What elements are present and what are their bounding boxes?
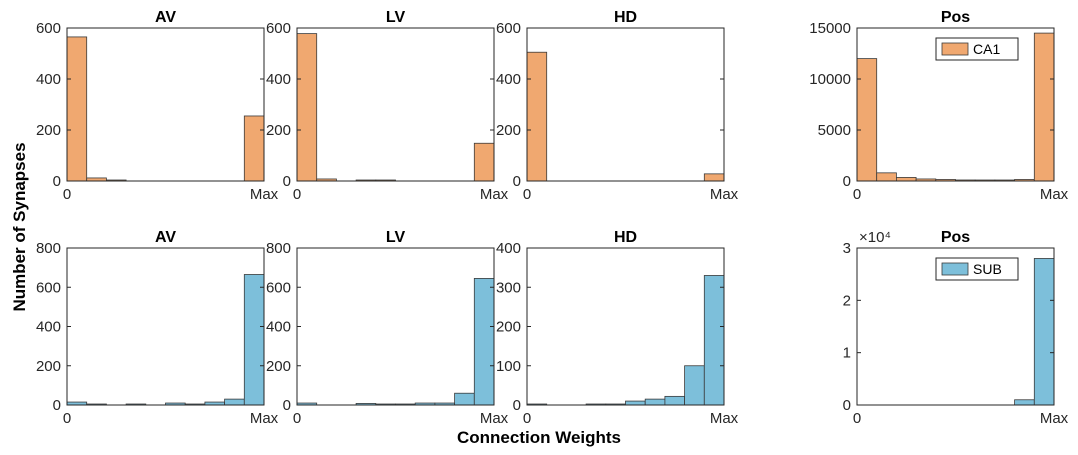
axis-multiplier: ×10⁴ — [859, 229, 891, 246]
panel-frame — [856, 247, 1055, 406]
y-tick-label: 0 — [53, 397, 61, 414]
y-tick-label: 200 — [266, 122, 291, 139]
panel-title: LV — [386, 229, 406, 246]
y-tick-label: 600 — [36, 279, 61, 296]
panel-title: Pos — [941, 9, 970, 26]
histogram-bar — [243, 115, 265, 182]
panel-background — [297, 28, 494, 181]
y-tick-label: 10000 — [809, 71, 851, 88]
y-tick-label: 600 — [36, 20, 61, 37]
panel-title: HD — [614, 9, 637, 26]
y-tick-label: 0 — [513, 397, 521, 414]
x-tick-label: Max — [480, 410, 509, 427]
histogram-bar — [644, 398, 666, 406]
y-tick-label: 800 — [36, 240, 61, 257]
panel-frame — [526, 27, 725, 182]
histogram-bar — [473, 142, 495, 182]
y-tick-label: 300 — [496, 279, 521, 296]
x-tick-label: 0 — [293, 410, 301, 427]
panel-title: LV — [386, 9, 406, 26]
x-tick-label: 0 — [63, 186, 71, 203]
y-tick-label: 1 — [843, 345, 851, 362]
legend-label: CA1 — [973, 41, 1000, 57]
panel-background — [67, 248, 264, 405]
y-tick-label: 200 — [496, 319, 521, 336]
y-tick-label: 2 — [843, 292, 851, 309]
y-tick-label: 0 — [843, 173, 851, 190]
y-tick-label: 400 — [266, 71, 291, 88]
y-tick-label: 0 — [513, 173, 521, 190]
histogram-bar — [296, 33, 318, 182]
histogram-bar — [526, 51, 548, 182]
histogram-bar — [664, 395, 686, 406]
histogram-bar — [896, 177, 917, 182]
x-tick-label: Max — [710, 410, 739, 427]
y-tick-label: 0 — [283, 397, 291, 414]
y-tick-label: 400 — [36, 319, 61, 336]
x-tick-label: Max — [480, 186, 509, 203]
panel-frame — [856, 27, 1055, 182]
y-tick-label: 5000 — [818, 122, 851, 139]
histogram-bar — [224, 398, 245, 406]
y-tick-label: 0 — [53, 173, 61, 190]
legend-label: SUB — [973, 261, 1002, 277]
histogram-bar — [66, 36, 88, 182]
x-tick-label: 0 — [523, 410, 531, 427]
panel-frame — [66, 27, 265, 182]
y-tick-label: 800 — [266, 240, 291, 257]
histogram-bar — [703, 173, 725, 182]
panel-title: AV — [155, 9, 176, 26]
figure-ylabel: Number of Synapses — [10, 142, 29, 312]
y-tick-label: 0 — [283, 173, 291, 190]
y-tick-label: 200 — [266, 358, 291, 375]
panel-background — [527, 28, 724, 181]
histogram-bar — [876, 172, 897, 182]
x-tick-label: 0 — [523, 186, 531, 203]
x-tick-label: Max — [250, 186, 279, 203]
histogram-bar — [454, 392, 475, 406]
y-tick-label: 400 — [496, 71, 521, 88]
histogram-bar — [1014, 399, 1035, 406]
y-tick-label: 3 — [843, 240, 851, 257]
y-tick-label: 0 — [843, 397, 851, 414]
histogram-bar — [243, 274, 265, 406]
x-tick-label: 0 — [293, 186, 301, 203]
x-tick-label: 0 — [853, 410, 861, 427]
x-tick-label: Max — [710, 186, 739, 203]
panel-background — [297, 248, 494, 405]
y-tick-label: 600 — [266, 20, 291, 37]
y-tick-label: 400 — [36, 71, 61, 88]
y-tick-label: 400 — [496, 240, 521, 257]
histogram-bar — [684, 365, 705, 406]
legend-swatch — [941, 262, 969, 276]
histogram-bar — [473, 278, 495, 406]
panel-title: AV — [155, 229, 176, 246]
panel-frame — [296, 27, 495, 182]
y-tick-label: 200 — [36, 122, 61, 139]
x-tick-label: Max — [1040, 186, 1069, 203]
y-tick-label: 600 — [496, 20, 521, 37]
y-tick-label: 200 — [36, 358, 61, 375]
y-tick-label: 100 — [496, 358, 521, 375]
histogram-bar — [1033, 258, 1055, 406]
figure-xlabel: Connection Weights — [456, 428, 621, 447]
x-tick-label: Max — [250, 410, 279, 427]
panel-title: Pos — [941, 229, 970, 246]
x-tick-label: 0 — [853, 186, 861, 203]
y-tick-label: 400 — [266, 319, 291, 336]
y-tick-label: 600 — [266, 279, 291, 296]
x-tick-label: Max — [1040, 410, 1069, 427]
x-tick-label: 0 — [63, 410, 71, 427]
legend-swatch — [941, 42, 969, 56]
histogram-bar — [856, 58, 878, 182]
histogram-bar — [625, 400, 646, 406]
histogram-bar — [1033, 32, 1055, 182]
panel-title: HD — [614, 229, 637, 246]
panel-background — [67, 28, 264, 181]
y-tick-label: 200 — [496, 122, 521, 139]
histogram-bar — [703, 275, 725, 406]
y-tick-label: 15000 — [809, 20, 851, 37]
